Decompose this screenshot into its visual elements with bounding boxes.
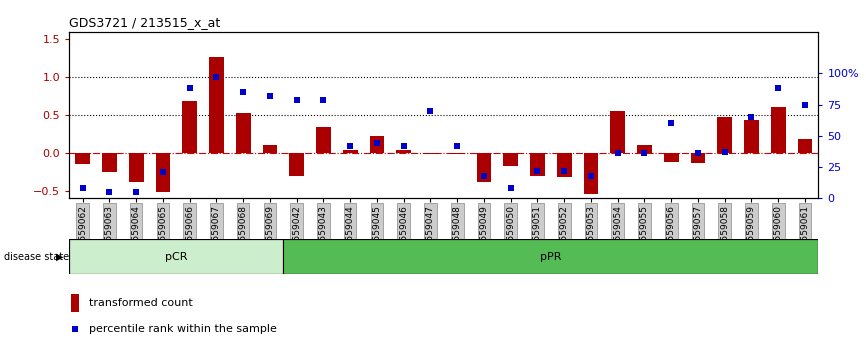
Point [664, 120, 678, 126]
Point [102, 189, 116, 195]
Point [584, 173, 598, 179]
Bar [423, 153, 438, 154]
Point [450, 143, 464, 149]
Point [316, 97, 330, 103]
Point [397, 143, 410, 149]
Bar [637, 144, 652, 153]
Point [531, 168, 545, 173]
Bar [289, 153, 304, 176]
Bar [102, 153, 117, 172]
Text: GDS3721 / 213515_x_at: GDS3721 / 213515_x_at [69, 16, 221, 29]
Bar [316, 127, 331, 153]
Bar [156, 153, 171, 192]
Bar [75, 153, 90, 164]
Point [772, 86, 785, 91]
Text: ▶: ▶ [55, 252, 63, 262]
Point [236, 89, 250, 95]
Point [75, 185, 89, 191]
Text: disease state: disease state [4, 252, 69, 262]
Bar [129, 153, 144, 182]
Point [745, 114, 759, 120]
Point [611, 150, 624, 156]
Bar [397, 150, 411, 153]
Bar [717, 117, 732, 153]
Text: pPR: pPR [540, 252, 561, 262]
Bar [530, 153, 545, 176]
Bar [611, 111, 625, 153]
Bar [71, 294, 80, 312]
Bar [771, 108, 785, 153]
Point [370, 141, 384, 146]
Point [504, 185, 518, 191]
Bar [370, 136, 385, 153]
Point [290, 97, 304, 103]
Point [210, 74, 223, 80]
Point [183, 86, 197, 91]
Bar [690, 153, 705, 164]
Bar [183, 102, 197, 153]
Bar [476, 153, 491, 182]
Text: transformed count: transformed count [88, 298, 192, 308]
Bar [744, 120, 759, 153]
Bar [557, 153, 572, 177]
Bar [283, 239, 818, 274]
Text: percentile rank within the sample: percentile rank within the sample [88, 324, 276, 334]
Point [798, 102, 812, 108]
Bar [209, 57, 223, 153]
Point [156, 169, 170, 175]
Bar [584, 153, 598, 194]
Point [477, 173, 491, 179]
Bar [236, 113, 250, 153]
Bar [262, 144, 277, 153]
Bar [798, 139, 812, 153]
Point [129, 189, 143, 195]
Bar [343, 150, 358, 153]
Point [343, 143, 357, 149]
Bar [449, 153, 464, 154]
Text: pCR: pCR [165, 252, 188, 262]
Point [691, 150, 705, 156]
Point [263, 93, 277, 99]
Point [68, 326, 82, 332]
Point [558, 168, 572, 173]
Point [423, 108, 437, 114]
Point [637, 150, 651, 156]
Bar [69, 239, 283, 274]
Bar [664, 153, 679, 162]
Bar [503, 153, 518, 166]
Point [718, 149, 732, 155]
